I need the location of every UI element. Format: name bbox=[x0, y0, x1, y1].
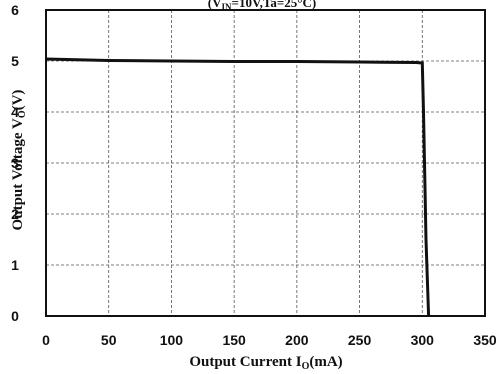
x-tick-label: 250 bbox=[348, 332, 372, 348]
x-axis-label-unit: (mA) bbox=[309, 354, 342, 370]
y-axis-label-unit: (V) bbox=[10, 90, 26, 111]
data-series-group bbox=[45, 57, 431, 317]
chart-title-rest: =10V,Ta=25°C) bbox=[232, 0, 317, 10]
chart-title-prefix: (V bbox=[208, 0, 222, 10]
series-line-0 bbox=[45, 57, 431, 317]
x-tick-label: 100 bbox=[160, 332, 184, 348]
y-tick-labels: 0 1 2 3 4 5 6 bbox=[11, 2, 19, 324]
y-tick-label: 5 bbox=[11, 53, 19, 69]
x-axis-label-subscript: O bbox=[302, 361, 310, 372]
y-tick-label: 4 bbox=[11, 104, 19, 120]
y-axis-label-text: Output Voltage V bbox=[10, 118, 26, 230]
x-tick-label: 0 bbox=[42, 332, 50, 348]
x-tick-labels: 0 50 100 150 200 250 300 350 bbox=[42, 332, 497, 348]
x-tick-label: 200 bbox=[285, 332, 309, 348]
y-tick-label: 3 bbox=[11, 155, 19, 171]
x-tick-label: 50 bbox=[101, 332, 117, 348]
x-tick-label: 300 bbox=[411, 332, 435, 348]
x-axis-label-text: Output Current I bbox=[189, 354, 301, 370]
plot-frame bbox=[45, 9, 486, 317]
x-tick-label: 150 bbox=[222, 332, 246, 348]
x-axis-label: Output Current IO(mA) bbox=[189, 354, 342, 372]
y-tick-label: 0 bbox=[11, 308, 19, 324]
chart-title-subscript: IN bbox=[222, 2, 233, 12]
y-tick-label: 2 bbox=[11, 206, 19, 222]
y-tick-label: 6 bbox=[11, 2, 19, 18]
grid-lines bbox=[46, 10, 485, 316]
y-tick-label: 1 bbox=[11, 257, 19, 273]
y-axis-label: Output Voltage VO(V) bbox=[10, 90, 28, 231]
x-tick-label: 350 bbox=[473, 332, 497, 348]
chart-title: (VIN=10V,Ta=25°C) bbox=[208, 0, 316, 12]
y-axis-label-subscript: O bbox=[17, 110, 28, 118]
